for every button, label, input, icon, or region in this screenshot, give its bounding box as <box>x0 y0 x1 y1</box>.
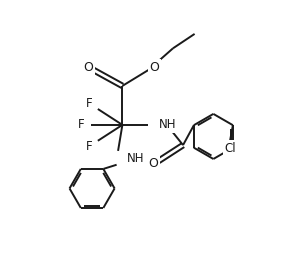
Text: NH: NH <box>127 153 144 166</box>
Text: Cl: Cl <box>224 142 236 155</box>
Text: F: F <box>78 118 85 131</box>
Text: F: F <box>86 140 93 153</box>
Text: F: F <box>86 97 93 110</box>
Text: NH: NH <box>159 118 176 131</box>
Text: O: O <box>148 157 158 170</box>
Text: O: O <box>149 61 159 74</box>
Text: O: O <box>84 61 93 74</box>
